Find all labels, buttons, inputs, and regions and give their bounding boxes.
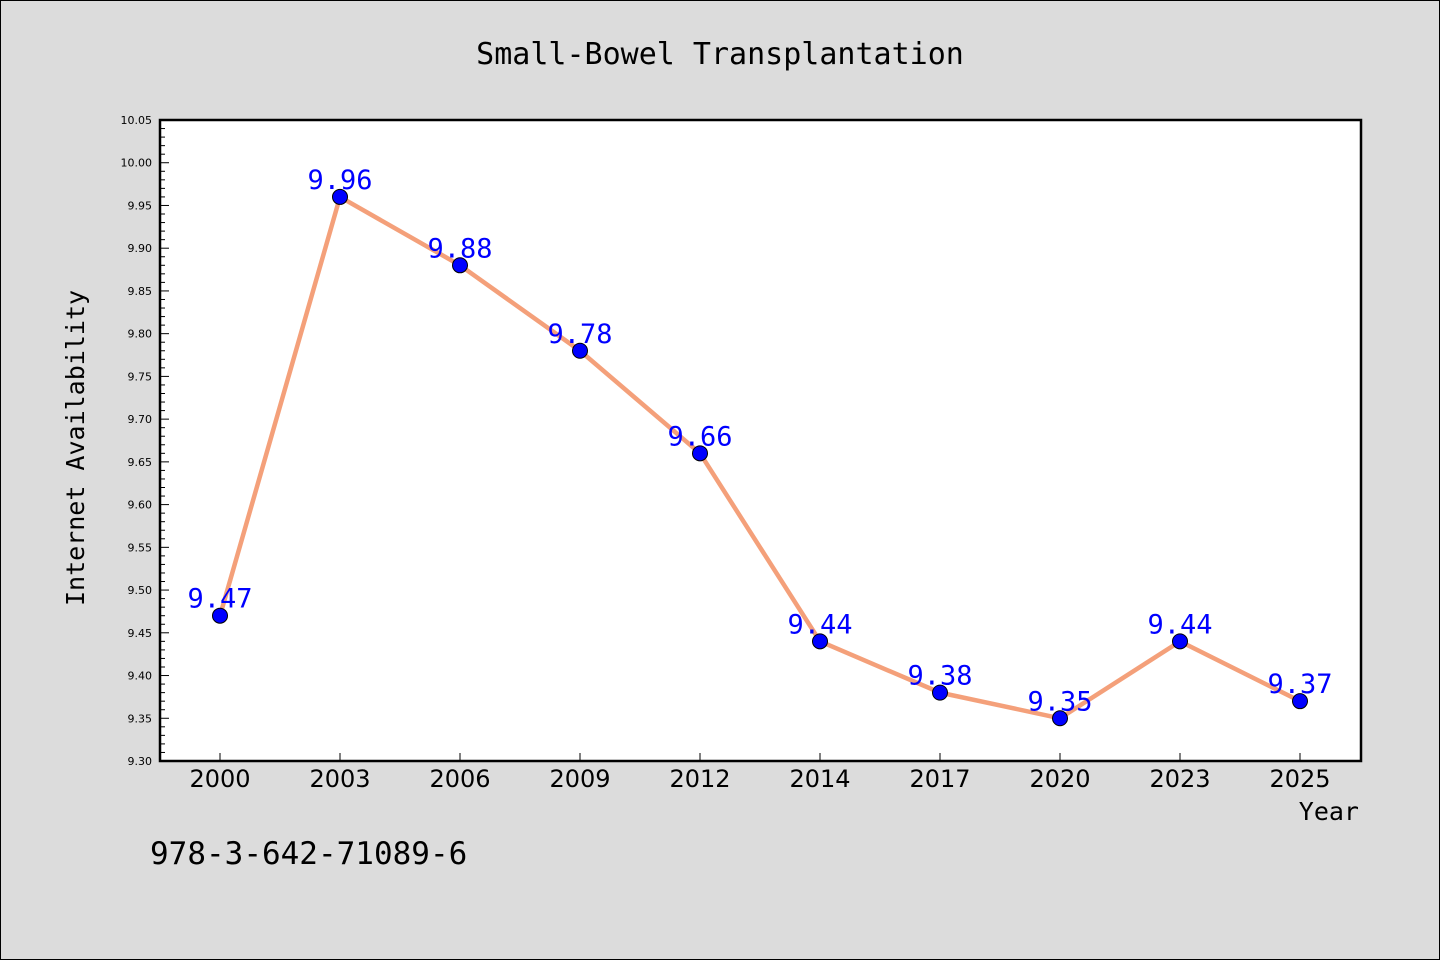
y-tick-label: 9.90 bbox=[128, 242, 153, 255]
data-point bbox=[1172, 633, 1188, 650]
data-point bbox=[332, 188, 348, 205]
x-tick-label: 2025 bbox=[1269, 765, 1330, 793]
y-tick-label: 9.85 bbox=[128, 285, 153, 298]
data-label-layer: 9.47 9.96 9.88 9.78 9.66 9.44 9.38 9.35 9.44 9.37 bbox=[187, 165, 1332, 717]
data-point bbox=[572, 342, 588, 359]
y-tick-label: 10.05 bbox=[121, 114, 153, 127]
y-tick-label: 9.65 bbox=[128, 456, 153, 469]
data-label: 9.96 bbox=[307, 165, 372, 196]
x-tick-label: 2000 bbox=[189, 765, 250, 793]
x-tick-label: 2014 bbox=[789, 765, 850, 793]
y-tick-label: 9.30 bbox=[128, 755, 153, 768]
y-axis-label: Internet Availability bbox=[61, 290, 90, 606]
y-axis: 9.30 9.35 9.40 9.45 9.50 9.55 9.60 9.65 9.70 9.75… bbox=[121, 114, 169, 768]
series-layer bbox=[212, 188, 1308, 727]
y-tick-label: 9.45 bbox=[128, 627, 153, 640]
data-label: 9.38 bbox=[907, 661, 972, 692]
y-tick-label: 9.55 bbox=[128, 541, 153, 554]
data-point bbox=[692, 445, 708, 462]
data-point bbox=[452, 257, 468, 274]
data-point bbox=[932, 684, 948, 701]
y-tick-label: 9.60 bbox=[128, 499, 153, 512]
data-label: 9.78 bbox=[547, 319, 612, 350]
x-tick-label: 2009 bbox=[549, 765, 610, 793]
x-tick-label: 2017 bbox=[909, 765, 970, 793]
x-tick-label: 2020 bbox=[1029, 765, 1090, 793]
data-point bbox=[1052, 710, 1068, 727]
data-label: 9.47 bbox=[187, 584, 252, 615]
data-label: 9.37 bbox=[1267, 669, 1332, 700]
data-label: 9.66 bbox=[667, 421, 732, 452]
y-tick-label: 9.95 bbox=[128, 199, 153, 212]
data-point bbox=[212, 607, 228, 624]
y-tick-label: 9.80 bbox=[128, 328, 153, 341]
data-point bbox=[1292, 693, 1308, 710]
data-label: 9.35 bbox=[1027, 686, 1092, 717]
y-tick-label: 9.75 bbox=[128, 370, 153, 383]
plot-area bbox=[158, 118, 1363, 763]
y-tick-label: 9.50 bbox=[128, 584, 153, 597]
x-tick-label: 2023 bbox=[1149, 765, 1210, 793]
y-tick-label: 9.40 bbox=[128, 670, 153, 683]
data-label: 9.44 bbox=[787, 609, 852, 640]
data-label: 9.44 bbox=[1147, 609, 1212, 640]
series-line bbox=[217, 194, 1303, 721]
x-axis: 2000 2003 2006 2009 2012 2014 2017 2020 2023 2025 bbox=[189, 753, 1331, 793]
y-tick-label: 9.70 bbox=[128, 413, 153, 426]
y-tick-label: 10.00 bbox=[121, 157, 153, 170]
data-point bbox=[812, 633, 828, 650]
x-tick-label: 2012 bbox=[669, 765, 730, 793]
y-tick-label: 9.35 bbox=[128, 712, 153, 725]
x-tick-label: 2006 bbox=[429, 765, 490, 793]
isbn-text: 978-3-642-71089-6 bbox=[150, 836, 467, 872]
chart-title: Small-Bowel Transplantation bbox=[476, 37, 964, 72]
x-tick-label: 2003 bbox=[309, 765, 370, 793]
x-axis-label: Year bbox=[1299, 797, 1359, 826]
data-label: 9.88 bbox=[427, 233, 492, 264]
